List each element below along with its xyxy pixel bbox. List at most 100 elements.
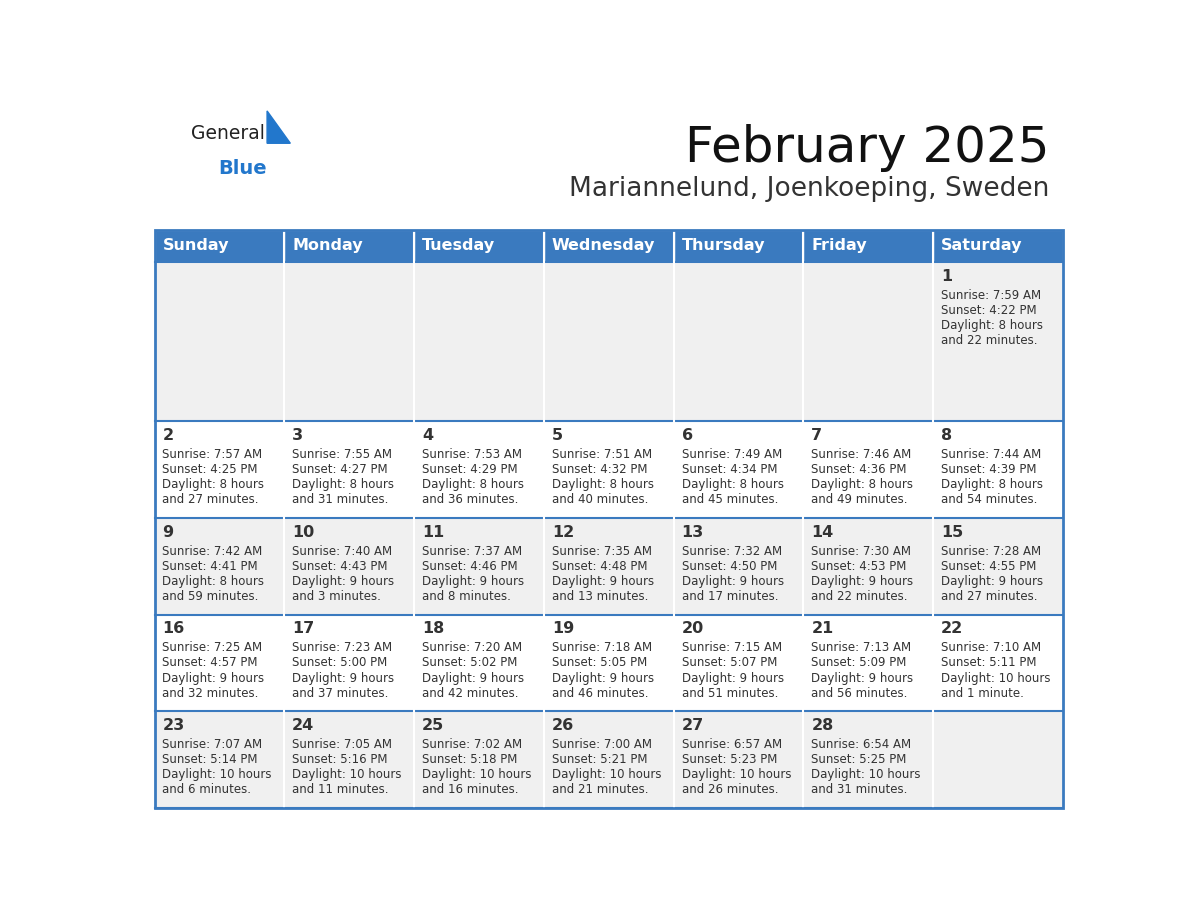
Bar [934,518,1063,614]
Text: Sunset: 4:53 PM: Sunset: 4:53 PM [811,560,906,573]
Text: Daylight: 8 hours: Daylight: 8 hours [682,478,784,491]
Text: 24: 24 [292,718,315,733]
Bar [544,614,674,711]
Text: Mariannelund, Joenkoeping, Sweden: Mariannelund, Joenkoeping, Sweden [569,175,1050,202]
Text: Sunrise: 7:20 AM: Sunrise: 7:20 AM [422,642,522,655]
Text: Daylight: 9 hours: Daylight: 9 hours [811,671,914,685]
Bar [934,711,1063,808]
Text: Sunset: 5:07 PM: Sunset: 5:07 PM [682,656,777,669]
Text: Daylight: 10 hours: Daylight: 10 hours [682,768,791,781]
Text: and 21 minutes.: and 21 minutes. [551,783,649,796]
Bar [803,262,934,421]
Text: 14: 14 [811,525,834,540]
Text: and 22 minutes.: and 22 minutes. [941,334,1037,347]
Text: Sunset: 5:11 PM: Sunset: 5:11 PM [941,656,1036,669]
Bar [544,711,674,808]
Text: 28: 28 [811,718,834,733]
Text: and 17 minutes.: and 17 minutes. [682,590,778,603]
Bar [284,421,415,518]
Bar [154,262,284,421]
Text: and 51 minutes.: and 51 minutes. [682,687,778,700]
Text: Daylight: 10 hours: Daylight: 10 hours [422,768,531,781]
Text: Sunday: Sunday [163,238,229,253]
Text: and 37 minutes.: and 37 minutes. [292,687,388,700]
Bar [934,230,1063,262]
Text: 10: 10 [292,525,315,540]
Text: and 3 minutes.: and 3 minutes. [292,590,381,603]
Text: Sunrise: 7:40 AM: Sunrise: 7:40 AM [292,545,392,558]
Text: 20: 20 [682,621,703,636]
Text: 23: 23 [163,718,185,733]
Bar [415,230,544,262]
Text: Daylight: 8 hours: Daylight: 8 hours [811,478,914,491]
Text: and 22 minutes.: and 22 minutes. [811,590,908,603]
Text: Daylight: 9 hours: Daylight: 9 hours [682,575,784,588]
Bar [934,262,1063,421]
Text: and 27 minutes.: and 27 minutes. [941,590,1037,603]
Text: and 31 minutes.: and 31 minutes. [292,493,388,506]
Text: Sunrise: 7:02 AM: Sunrise: 7:02 AM [422,738,522,751]
Text: Daylight: 10 hours: Daylight: 10 hours [811,768,921,781]
Text: and 46 minutes.: and 46 minutes. [551,687,649,700]
Text: and 8 minutes.: and 8 minutes. [422,590,511,603]
Bar [674,230,803,262]
Text: Sunrise: 7:32 AM: Sunrise: 7:32 AM [682,545,782,558]
Text: and 59 minutes.: and 59 minutes. [163,590,259,603]
Text: 8: 8 [941,428,952,443]
Text: 4: 4 [422,428,434,443]
Bar [415,518,544,614]
Text: Sunrise: 7:13 AM: Sunrise: 7:13 AM [811,642,911,655]
Bar [674,518,803,614]
Text: Daylight: 8 hours: Daylight: 8 hours [551,478,653,491]
Text: Sunset: 5:16 PM: Sunset: 5:16 PM [292,753,387,767]
Bar [544,421,674,518]
Text: and 1 minute.: and 1 minute. [941,687,1024,700]
Text: Daylight: 9 hours: Daylight: 9 hours [292,575,394,588]
Bar [934,421,1063,518]
Text: 27: 27 [682,718,703,733]
Bar [674,711,803,808]
Text: 21: 21 [811,621,834,636]
Text: 5: 5 [551,428,563,443]
Bar [154,711,284,808]
Text: 6: 6 [682,428,693,443]
Text: and 13 minutes.: and 13 minutes. [551,590,649,603]
Text: Sunrise: 7:25 AM: Sunrise: 7:25 AM [163,642,263,655]
Text: Sunset: 4:34 PM: Sunset: 4:34 PM [682,464,777,476]
Text: Sunset: 4:50 PM: Sunset: 4:50 PM [682,560,777,573]
Text: Sunset: 5:09 PM: Sunset: 5:09 PM [811,656,906,669]
Text: Sunrise: 7:57 AM: Sunrise: 7:57 AM [163,448,263,461]
Text: Sunset: 4:36 PM: Sunset: 4:36 PM [811,464,906,476]
Bar [544,262,674,421]
Text: 19: 19 [551,621,574,636]
Text: Sunrise: 7:28 AM: Sunrise: 7:28 AM [941,545,1041,558]
Text: Sunset: 5:25 PM: Sunset: 5:25 PM [811,753,906,767]
Text: Daylight: 10 hours: Daylight: 10 hours [551,768,662,781]
Bar [284,230,415,262]
Text: and 11 minutes.: and 11 minutes. [292,783,388,796]
Bar [154,230,1063,808]
Text: Daylight: 8 hours: Daylight: 8 hours [941,319,1043,331]
Text: Daylight: 9 hours: Daylight: 9 hours [422,671,524,685]
Text: Sunrise: 6:57 AM: Sunrise: 6:57 AM [682,738,782,751]
Text: Friday: Friday [811,238,867,253]
Text: and 45 minutes.: and 45 minutes. [682,493,778,506]
Bar [154,518,284,614]
Text: 22: 22 [941,621,963,636]
Bar [284,262,415,421]
Text: Sunrise: 7:18 AM: Sunrise: 7:18 AM [551,642,652,655]
Text: and 54 minutes.: and 54 minutes. [941,493,1037,506]
Text: Daylight: 9 hours: Daylight: 9 hours [682,671,784,685]
Text: Sunrise: 7:15 AM: Sunrise: 7:15 AM [682,642,782,655]
Text: Sunrise: 7:23 AM: Sunrise: 7:23 AM [292,642,392,655]
Polygon shape [267,111,290,143]
Text: 3: 3 [292,428,303,443]
Bar [674,614,803,711]
Text: 9: 9 [163,525,173,540]
Text: Daylight: 9 hours: Daylight: 9 hours [941,575,1043,588]
Text: Thursday: Thursday [682,238,765,253]
Text: Sunrise: 7:46 AM: Sunrise: 7:46 AM [811,448,911,461]
Bar [154,421,284,518]
Bar [154,614,284,711]
Text: Sunrise: 7:51 AM: Sunrise: 7:51 AM [551,448,652,461]
